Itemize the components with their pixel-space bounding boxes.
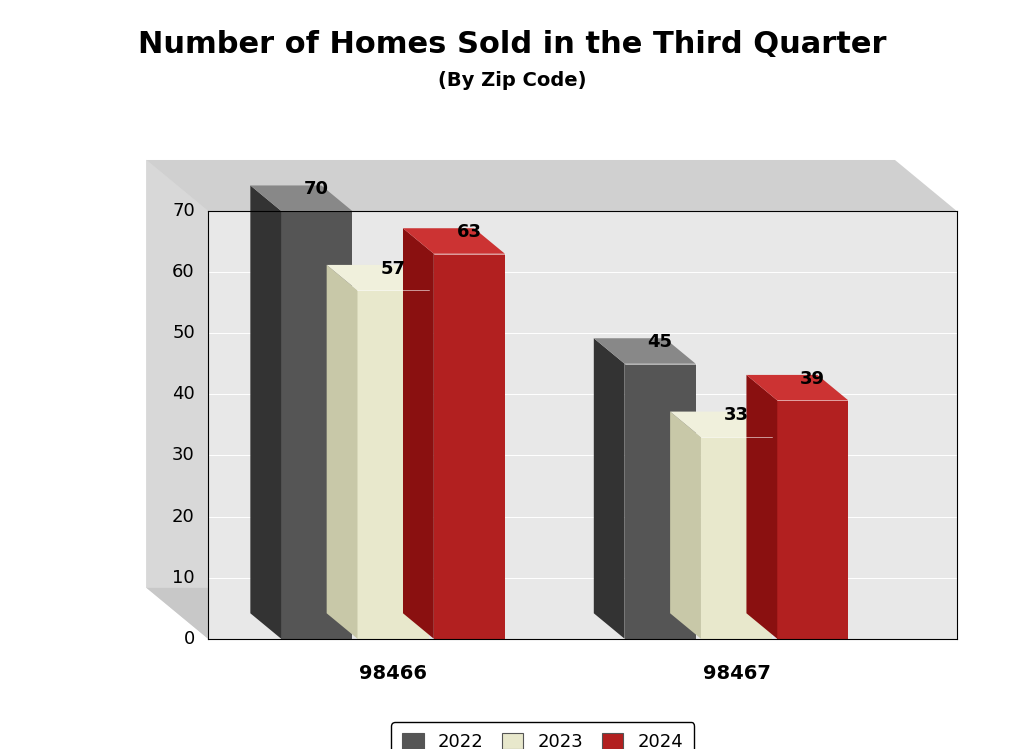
- Polygon shape: [594, 339, 625, 639]
- Text: 50: 50: [172, 324, 195, 342]
- Polygon shape: [146, 160, 208, 639]
- Polygon shape: [701, 437, 772, 639]
- Polygon shape: [746, 375, 777, 639]
- Text: 30: 30: [172, 446, 195, 464]
- Polygon shape: [282, 211, 352, 639]
- Polygon shape: [146, 160, 895, 588]
- Text: 0: 0: [183, 630, 195, 648]
- Text: 70: 70: [172, 202, 195, 220]
- Polygon shape: [327, 265, 357, 639]
- Polygon shape: [250, 186, 282, 639]
- Polygon shape: [594, 339, 695, 364]
- Text: 63: 63: [457, 223, 482, 241]
- Polygon shape: [434, 254, 505, 639]
- Text: 39: 39: [801, 370, 825, 388]
- Text: 10: 10: [172, 568, 195, 586]
- Text: 70: 70: [304, 181, 329, 198]
- Text: 40: 40: [172, 385, 195, 403]
- Polygon shape: [670, 412, 701, 639]
- Text: 98466: 98466: [359, 664, 427, 683]
- Polygon shape: [250, 186, 352, 211]
- Text: 45: 45: [647, 333, 673, 351]
- Polygon shape: [403, 228, 434, 639]
- Polygon shape: [670, 412, 772, 437]
- Polygon shape: [777, 401, 848, 639]
- Polygon shape: [357, 291, 428, 639]
- Text: 60: 60: [172, 263, 195, 281]
- Text: 33: 33: [724, 406, 749, 425]
- Text: (By Zip Code): (By Zip Code): [437, 71, 587, 90]
- Polygon shape: [403, 228, 505, 254]
- Text: 20: 20: [172, 508, 195, 526]
- Polygon shape: [146, 160, 956, 211]
- Polygon shape: [146, 588, 956, 639]
- Polygon shape: [746, 375, 848, 401]
- Polygon shape: [625, 364, 695, 639]
- Polygon shape: [208, 211, 956, 639]
- Text: Number of Homes Sold in the Third Quarter: Number of Homes Sold in the Third Quarte…: [138, 30, 886, 59]
- Text: 57: 57: [381, 260, 406, 278]
- Text: 98467: 98467: [702, 664, 770, 683]
- Legend: 2022, 2023, 2024: 2022, 2023, 2024: [391, 722, 694, 749]
- Polygon shape: [327, 265, 428, 291]
